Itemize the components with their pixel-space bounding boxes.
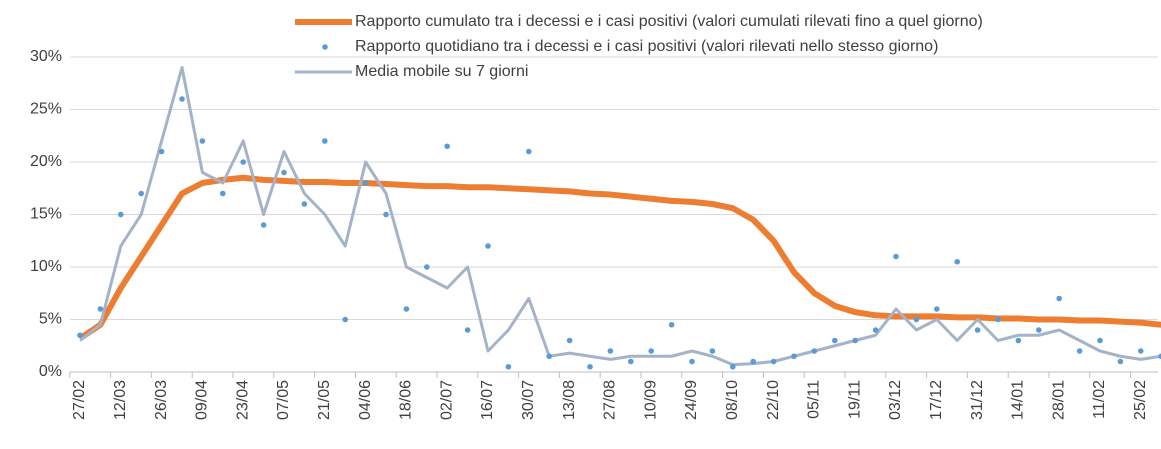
x-tick-label: 18/06: [398, 380, 415, 420]
x-tick-label: 27/02: [71, 380, 88, 420]
data-point: [709, 348, 716, 354]
x-tick-label: 04/06: [357, 380, 374, 420]
x-tick-label: 22/10: [765, 380, 782, 420]
data-point: [852, 337, 858, 344]
x-tick-label: 26/03: [153, 380, 170, 420]
data-point: [362, 180, 369, 186]
data-point: [913, 316, 920, 323]
x-tick-label: 31/12: [969, 380, 986, 420]
data-point: [689, 358, 695, 365]
data-point: [281, 169, 287, 176]
data-point: [179, 96, 185, 102]
data-point: [1076, 348, 1083, 354]
x-tick-label: 08/10: [724, 380, 741, 420]
data-point: [1015, 337, 1022, 344]
data-point: [505, 363, 512, 370]
data-point: [403, 306, 410, 312]
data-point: [199, 138, 206, 144]
data-point: [301, 201, 308, 207]
x-tick-label: 03/12: [887, 380, 904, 420]
x-tick-label: 13/08: [561, 380, 578, 420]
series-line: [78, 174, 1161, 341]
data-point: [750, 358, 756, 365]
y-tick-label: 0%: [39, 363, 62, 380]
data-point: [1097, 337, 1103, 344]
legend-label: Media mobile su 7 giorni: [355, 63, 528, 80]
data-point: [138, 190, 144, 197]
data-point: [424, 264, 430, 270]
data-point: [342, 316, 349, 323]
data-point: [893, 253, 899, 260]
y-tick-label: 10%: [30, 258, 62, 275]
data-point: [648, 348, 654, 354]
data-point: [995, 316, 1001, 323]
y-tick-label: 25%: [30, 101, 62, 118]
data-point: [1036, 327, 1042, 333]
x-tick-label: 21/05: [316, 380, 333, 420]
x-tick-label: 19/11: [846, 380, 863, 419]
data-point: [322, 138, 328, 144]
data-point: [1056, 295, 1062, 302]
data-point: [97, 306, 104, 312]
x-tick-label: 17/12: [928, 380, 945, 420]
data-point: [832, 337, 838, 344]
x-tick-label: 05/11: [806, 380, 823, 419]
x-tick-label: 27/08: [602, 380, 619, 420]
data-point: [607, 348, 614, 354]
data-point: [954, 258, 960, 265]
data-point: [546, 353, 552, 360]
data-point: [668, 321, 675, 328]
data-point: [220, 190, 226, 197]
data-point: [566, 337, 573, 344]
data-point: [1138, 348, 1144, 354]
data-point: [444, 143, 451, 150]
data-point: [383, 211, 389, 218]
data-point: [872, 327, 879, 333]
data-point: [526, 148, 532, 155]
data-point: [791, 353, 797, 360]
x-tick-label: 24/09: [683, 380, 700, 420]
y-tick-label: 20%: [30, 153, 62, 170]
y-tick-label: 30%: [30, 48, 62, 65]
data-point: [811, 348, 818, 354]
x-tick-label: 28/01: [1050, 380, 1067, 420]
data-point: [158, 148, 165, 155]
legend-marker: [322, 44, 328, 50]
y-tick-label: 15%: [30, 206, 62, 223]
series-line: [79, 66, 1161, 367]
x-tick-label: 16/07: [479, 380, 496, 420]
data-point: [587, 363, 593, 370]
x-tick-label: 07/05: [275, 380, 292, 420]
x-tick-label: 09/04: [194, 380, 211, 420]
data-point: [240, 159, 246, 165]
x-tick-label: 12/03: [112, 380, 129, 420]
x-tick-label: 23/04: [234, 380, 251, 420]
data-point: [1158, 353, 1161, 360]
x-tick-label: 11/02: [1091, 380, 1108, 419]
x-tick-label: 10/09: [642, 380, 659, 420]
data-point: [464, 327, 471, 333]
x-tick-label: 25/02: [1132, 380, 1149, 420]
y-tick-label: 5%: [39, 311, 62, 328]
data-point: [730, 363, 736, 370]
data-point: [628, 358, 634, 365]
data-point: [934, 306, 940, 312]
data-point: [77, 332, 83, 339]
data-point: [485, 243, 491, 249]
x-tick-label: 30/07: [520, 380, 537, 420]
x-tick-label: 02/07: [438, 380, 455, 420]
data-point: [974, 327, 981, 333]
legend-label: Rapporto quotidiano tra i decessi e i ca…: [355, 38, 938, 55]
x-tick-label: 14/01: [1010, 380, 1027, 420]
data-point: [260, 222, 267, 228]
data-point: [770, 358, 777, 365]
legend-label: Rapporto cumulato tra i decessi e i casi…: [355, 13, 983, 30]
data-point: [1117, 358, 1124, 365]
data-point: [118, 211, 124, 218]
